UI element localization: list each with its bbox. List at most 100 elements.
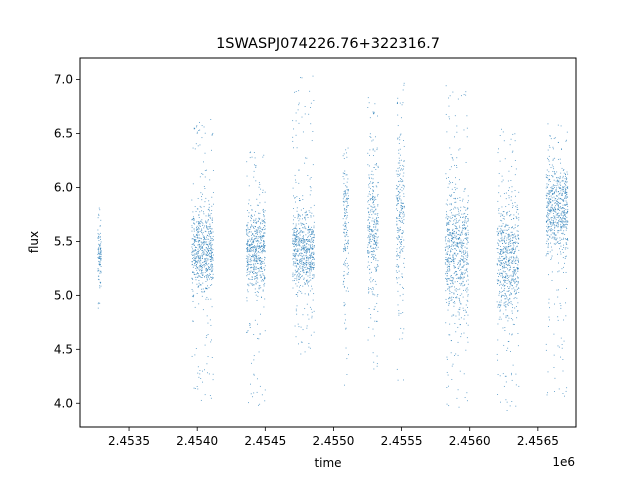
data-point [313,263,315,265]
data-point [258,351,260,353]
data-point [556,222,558,224]
data-point [400,201,402,203]
data-point [210,230,211,232]
data-point [304,246,306,248]
data-point [204,230,206,232]
data-point [208,241,210,243]
data-point [498,225,500,227]
data-point [502,275,504,277]
data-point [194,258,196,260]
data-point [211,260,213,262]
data-point [514,282,516,284]
data-point [207,275,209,277]
data-point [99,254,101,256]
data-point [197,372,199,374]
data-point [547,223,549,225]
data-point [546,185,548,187]
data-point [296,258,298,260]
data-point [200,237,202,239]
data-point [400,327,402,329]
data-point [299,218,301,220]
data-point [559,197,561,199]
data-point [295,231,297,233]
data-point [192,300,194,302]
data-point [258,271,260,273]
data-point [256,229,258,231]
data-point [375,236,377,238]
data-point [399,257,401,259]
data-point [253,270,255,272]
data-point [99,245,101,247]
data-point [246,175,248,177]
data-point [258,288,260,290]
data-point [192,147,194,149]
data-point [347,235,349,237]
data-point [296,305,298,307]
data-point [369,217,371,218]
data-point [512,234,514,235]
data-point [373,113,375,115]
data-point [368,235,370,237]
data-point [345,223,347,225]
data-point [310,234,312,235]
data-point [98,302,100,304]
data-point [560,242,561,244]
data-point [556,241,558,243]
data-point [497,252,499,253]
data-point [398,194,400,196]
data-point [371,251,373,252]
data-point [206,278,208,280]
data-point [367,250,369,252]
data-point [198,243,200,245]
y-tick-label: 4.0 [54,396,73,410]
data-point [548,199,550,201]
data-point [371,230,373,232]
data-point [497,374,499,375]
data-point [294,234,296,236]
data-point [371,229,373,231]
data-point [565,208,567,210]
data-point [195,210,197,212]
data-point [262,245,264,247]
data-point [310,244,312,246]
data-point [302,285,304,287]
data-point [399,213,401,215]
data-point [453,265,455,267]
data-point [498,304,500,306]
data-point [447,248,449,250]
data-point [511,304,513,306]
data-point [375,271,377,272]
data-point [298,200,300,201]
data-point [515,259,517,261]
data-point [309,228,311,230]
data-point [551,175,553,176]
data-point [298,248,300,250]
data-point [343,271,345,272]
data-point [503,302,505,304]
data-point [399,255,401,257]
data-point [551,164,553,166]
data-point [245,229,247,231]
data-point [304,244,306,246]
data-point [193,257,195,259]
data-point [453,214,455,216]
data-point [458,297,460,299]
data-point [505,267,507,268]
data-point [466,259,468,261]
data-point [496,353,498,355]
data-point [250,249,252,251]
data-point [261,271,263,272]
data-point [560,251,561,253]
data-point [502,270,504,272]
data-point [554,184,556,186]
data-point [554,137,556,139]
data-point [553,196,555,198]
data-point [374,238,376,239]
data-point [313,266,315,268]
data-point [306,249,308,251]
data-point [197,234,199,236]
data-point [299,215,301,217]
data-point [346,212,348,213]
data-point [206,275,208,277]
data-point [502,223,504,225]
